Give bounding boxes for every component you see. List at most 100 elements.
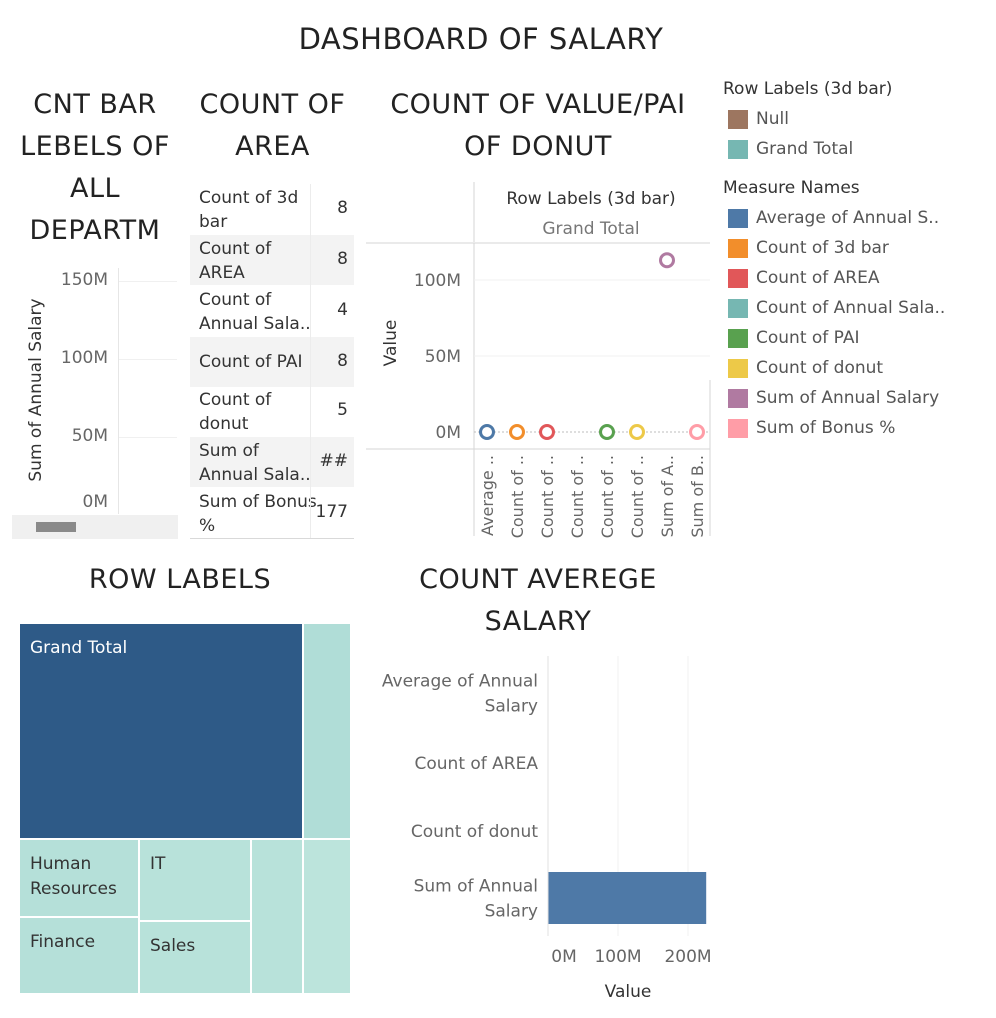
donut-point[interactable] xyxy=(659,252,675,269)
count-area-title-line: COUNT OF xyxy=(199,89,346,120)
donut-frame xyxy=(366,182,711,536)
treemap-tile-finance[interactable]: Finance xyxy=(19,917,139,994)
legend-swatch xyxy=(728,140,748,159)
avg-category-label: Salary xyxy=(485,697,538,717)
cnt-bar-scrollbar[interactable] xyxy=(12,515,178,539)
legend-item-grand-total[interactable]: Grand Total xyxy=(756,139,854,159)
donut-header: Row Labels (3d bar) xyxy=(506,189,676,209)
legend-swatch xyxy=(728,299,748,318)
legend-row-labels-title: Row Labels (3d bar) xyxy=(723,79,893,99)
donut-point[interactable] xyxy=(479,424,495,440)
treemap-tile[interactable] xyxy=(303,839,351,994)
donut-point[interactable] xyxy=(689,423,705,440)
treemap-tile-grand-total[interactable]: Grand Total xyxy=(19,623,303,839)
treemap-tile-it[interactable]: IT xyxy=(139,839,251,921)
avg-salary-title-line: COUNT AVEREGE xyxy=(419,564,657,595)
legend-swatch xyxy=(728,329,748,348)
donut-point[interactable] xyxy=(629,424,645,440)
table-row: Count of 3d bar 8 xyxy=(190,184,354,234)
legend-item[interactable]: Sum of Annual Salary xyxy=(756,388,940,408)
count-area-title-line: AREA xyxy=(235,131,310,162)
donut-chart: 100M 50M 0M Average .. Count of .. Count of … xyxy=(366,182,711,538)
donut-point[interactable] xyxy=(599,423,615,440)
avg-category-label: Count of donut xyxy=(411,822,538,842)
table-row-value: 8 xyxy=(337,249,348,269)
legend-item[interactable]: Count of AREA xyxy=(756,268,880,288)
table-row-label: Sum of Bonus % xyxy=(199,492,317,536)
cnt-bar-ytick: 50M xyxy=(71,426,108,446)
donut-xtick: Sum of A.. xyxy=(658,455,677,537)
table-row: Count of Annual Sala.. 4 xyxy=(190,286,354,336)
treemap-tile[interactable] xyxy=(303,623,351,839)
avg-xtick: 200M xyxy=(664,947,711,967)
donut-title-line: OF DONUT xyxy=(464,131,612,162)
dashboard-title: DASHBOARD OF SALARY xyxy=(298,22,664,56)
legend-swatch xyxy=(728,389,748,408)
donut-ytick: 100M xyxy=(414,271,461,291)
avg-salary-chart: Average of Annual Salary Count of AREA Coun… xyxy=(382,656,712,967)
legend-item[interactable]: Count of donut xyxy=(756,358,884,378)
scrollbar-thumb[interactable] xyxy=(36,522,76,532)
table-bottom-border xyxy=(190,538,354,539)
table-row: Count of donut 5 xyxy=(190,386,354,436)
table-row-value: ## xyxy=(319,451,349,471)
avg-bar[interactable] xyxy=(548,872,707,924)
treemap-tile-human-resources[interactable]: Human Resources xyxy=(19,839,139,917)
avg-category-label: Count of AREA xyxy=(415,754,539,774)
legend-item[interactable]: Sum of Bonus % xyxy=(756,418,896,438)
avg-category-label: Average of Annual xyxy=(382,672,538,692)
donut-subheader: Grand Total xyxy=(542,219,640,239)
cnt-bar-title-line: CNT BAR xyxy=(33,89,157,120)
donut-xtick: Sum of B.. xyxy=(688,455,707,538)
avg-xtick: 100M xyxy=(594,947,641,967)
donut-title: COUNT OF VALUE/PAI OF DONUT xyxy=(372,84,704,168)
cnt-bar-title-line: ALL xyxy=(69,173,121,204)
avg-salary-title: COUNT AVEREGE SALARY xyxy=(378,559,698,643)
donut-xtick: Count of .. xyxy=(538,455,557,538)
legend-item[interactable]: Count of Annual Sala.. xyxy=(756,298,946,318)
cnt-bar-ytick: 100M xyxy=(60,348,108,368)
donut-point[interactable] xyxy=(539,423,555,440)
table-divider xyxy=(310,184,311,538)
donut-xtick: Average .. xyxy=(478,455,497,536)
avg-category-label: Sum of Annual xyxy=(414,877,538,897)
cnt-bar-gridline xyxy=(119,437,177,438)
table-row-label: Count of 3d bar xyxy=(199,188,299,232)
avg-xtick: 0M xyxy=(551,947,576,967)
legend-item[interactable]: Count of PAI xyxy=(756,328,860,348)
table-row-value: 8 xyxy=(337,198,348,218)
table-row: Sum of Annual Sala.. ## xyxy=(190,437,354,487)
treemap-label: IT xyxy=(150,854,166,874)
table-row-label: Count of PAI xyxy=(199,352,303,372)
table-row-value: 5 xyxy=(337,400,348,420)
table-row-label: Count of donut xyxy=(199,390,272,434)
donut-point[interactable] xyxy=(509,423,525,440)
treemap-label: Human Resources xyxy=(30,854,117,899)
cnt-bar-axis-line xyxy=(118,268,119,514)
cnt-bar-gridline xyxy=(119,281,177,282)
legend-swatch xyxy=(728,239,748,258)
donut-ytick: 0M xyxy=(436,423,461,443)
table-row-value: 177 xyxy=(315,502,348,522)
legend-item-null[interactable]: Null xyxy=(756,109,789,129)
legend-swatch xyxy=(728,419,748,438)
table-row-label: Count of Annual Sala.. xyxy=(199,290,311,334)
treemap-tile-sales[interactable]: Sales xyxy=(139,921,251,994)
cnt-bar-gridline xyxy=(119,359,177,360)
table-row: Count of PAI 8 xyxy=(190,337,354,387)
table-row: Count of AREA 8 xyxy=(190,235,354,285)
donut-xtick: Count of .. xyxy=(568,455,587,538)
treemap-label: Grand Total xyxy=(30,638,128,658)
legend-swatch xyxy=(728,209,748,228)
cnt-bar-title-line: LEBELS OF xyxy=(20,131,170,162)
avg-salary-title-line: SALARY xyxy=(484,606,592,637)
treemap-title: ROW LABELS xyxy=(88,564,272,595)
legend-swatch xyxy=(728,110,748,129)
cnt-bar-ylabel: Sum of Annual Salary xyxy=(26,298,46,482)
legend-item[interactable]: Average of Annual S.. xyxy=(756,208,940,228)
cnt-bar-title-line: DEPARTM xyxy=(29,215,161,246)
treemap: Grand Total Human Resources IT Finance S… xyxy=(19,623,351,994)
legend-swatch xyxy=(728,359,748,378)
legend-item[interactable]: Count of 3d bar xyxy=(756,238,889,258)
treemap-tile[interactable] xyxy=(251,839,303,994)
